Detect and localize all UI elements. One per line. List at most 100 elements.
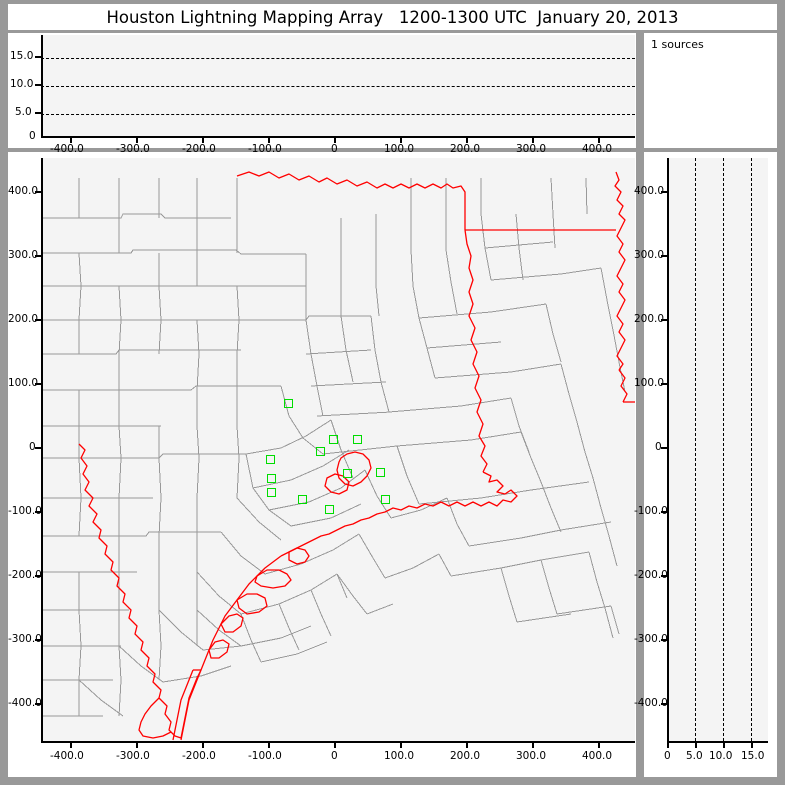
map-x-tick-label: -300.0	[116, 750, 150, 762]
map-y-tick	[35, 255, 42, 257]
lma-station-marker[interactable]	[376, 468, 385, 477]
gridline-5	[41, 114, 635, 115]
map-y-tick-label: 200.0	[8, 313, 39, 325]
plan-view-map-panel[interactable]: 400.0 300.0 200.0 100.0 0 -100.0 -200.0 …	[8, 152, 636, 777]
map-y-tick-label: 100.0	[8, 377, 39, 389]
map-x-tick-label: -200.0	[182, 750, 216, 762]
top-x-tick	[532, 136, 534, 143]
lma-station-marker[interactable]	[266, 455, 275, 464]
lma-station-marker[interactable]	[329, 435, 338, 444]
right-y-tick-label: -200.0	[634, 569, 668, 581]
source-count-panel[interactable]: 1 sources	[644, 33, 777, 148]
top-y-tick-label: 15.0	[10, 50, 34, 62]
map-y-tick	[35, 511, 42, 513]
right-x-tick-label: 0	[664, 750, 671, 762]
top-x-axis	[41, 136, 635, 138]
right-y-tick-label: -300.0	[634, 633, 668, 645]
right-y-tick-label: -400.0	[634, 697, 668, 709]
gridline-10	[723, 158, 724, 741]
lma-station-marker[interactable]	[325, 505, 334, 514]
map-x-tick-label: -100.0	[248, 750, 282, 762]
gridline-5	[695, 158, 696, 741]
map-y-axis	[41, 158, 43, 741]
source-count-label: 1 sources	[651, 38, 704, 51]
top-y-tick-label: 10.0	[10, 78, 34, 90]
top-y-tick-label: 5.0	[15, 106, 32, 118]
state-borders	[78, 171, 635, 741]
right-y-tick	[661, 575, 668, 577]
height-histogram-panel[interactable]: 400.0 300.0 200.0 100.0 0 -100.0 -200.0 …	[634, 152, 777, 777]
right-x-axis	[667, 741, 768, 743]
right-x-tick	[695, 741, 697, 748]
top-x-tick	[202, 136, 204, 143]
map-y-tick	[35, 703, 42, 705]
lma-station-marker[interactable]	[381, 495, 390, 504]
map-x-tick	[400, 741, 402, 748]
county-borders	[41, 177, 626, 717]
lma-station-marker[interactable]	[267, 488, 276, 497]
time-height-panel[interactable]: 15.0 10.0 5.0 0 -400.0 -300.0 -200.0 -10…	[8, 33, 636, 155]
gridline-15	[751, 158, 752, 741]
top-x-tick	[400, 136, 402, 143]
map-x-tick	[136, 741, 138, 748]
map-y-tick-label: 0	[29, 441, 36, 453]
right-y-axis	[667, 158, 669, 741]
top-x-tick	[268, 136, 270, 143]
lma-station-marker[interactable]	[284, 399, 293, 408]
lma-station-marker[interactable]	[343, 469, 352, 478]
right-y-tick-label: 0	[655, 441, 662, 453]
map-x-tick	[532, 741, 534, 748]
right-y-tick	[661, 383, 668, 385]
right-x-tick	[667, 741, 669, 748]
lma-station-marker[interactable]	[298, 495, 307, 504]
map-x-tick	[466, 741, 468, 748]
right-y-tick-label: 300.0	[634, 249, 665, 261]
map-plot-area[interactable]	[41, 158, 635, 741]
map-y-tick-label: -100.0	[8, 505, 42, 517]
map-y-tick	[35, 319, 42, 321]
right-y-tick	[661, 255, 668, 257]
map-x-tick-label: 400.0	[582, 750, 613, 762]
map-x-tick-label: 300.0	[516, 750, 547, 762]
map-y-tick	[35, 447, 42, 449]
map-y-tick	[35, 383, 42, 385]
height-histogram-plot-area[interactable]	[667, 158, 768, 741]
top-x-tick	[466, 136, 468, 143]
right-y-tick-label: 400.0	[634, 185, 665, 197]
right-y-tick	[661, 511, 668, 513]
top-x-tick	[70, 136, 72, 143]
top-x-tick-label: 0	[331, 143, 338, 155]
top-x-tick	[136, 136, 138, 143]
right-y-tick-label: 200.0	[634, 313, 665, 325]
top-x-tick	[334, 136, 336, 143]
map-x-tick-label: 200.0	[450, 750, 481, 762]
right-x-tick	[751, 741, 753, 748]
right-y-tick	[661, 319, 668, 321]
right-y-tick	[661, 191, 668, 193]
lma-station-marker[interactable]	[267, 474, 276, 483]
time-height-plot-area[interactable]	[41, 35, 635, 136]
map-x-axis	[41, 741, 635, 743]
title-bar: Houston Lightning Mapping Array 1200-130…	[8, 4, 777, 30]
right-x-tick-label: 15.0	[741, 750, 765, 762]
map-x-tick	[202, 741, 204, 748]
map-y-tick-label: 300.0	[8, 249, 39, 261]
right-y-tick-label: -100.0	[634, 505, 668, 517]
map-x-tick-label: -400.0	[50, 750, 84, 762]
map-x-tick-label: 0	[331, 750, 338, 762]
lma-station-marker[interactable]	[316, 447, 325, 456]
top-y-tick	[35, 84, 42, 86]
map-y-tick-label: -300.0	[8, 633, 42, 645]
map-x-tick	[334, 741, 336, 748]
top-y-tick	[35, 112, 42, 114]
map-y-tick	[35, 639, 42, 641]
right-x-tick	[723, 741, 725, 748]
top-y-tick	[35, 56, 42, 58]
map-x-tick	[268, 741, 270, 748]
map-x-tick	[70, 741, 72, 748]
right-y-tick	[661, 447, 668, 449]
lma-station-marker[interactable]	[353, 435, 362, 444]
map-geography	[41, 171, 635, 741]
right-y-tick	[661, 639, 668, 641]
